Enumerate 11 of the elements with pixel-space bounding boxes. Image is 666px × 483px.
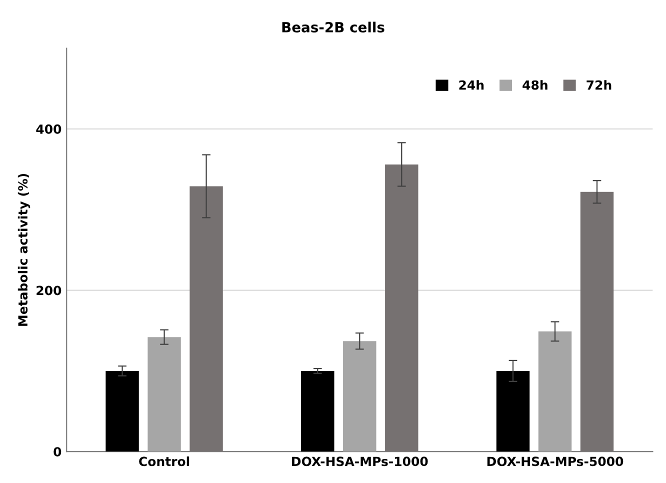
x-tick-label: Control [139, 456, 190, 466]
y-axis-title: Metabolic activity (%) [18, 174, 30, 326]
legend-label: 72h [586, 80, 612, 90]
y-tick-label: 200 [36, 286, 62, 296]
chart-title: Beas-2B cells [282, 22, 384, 32]
x-tick-label: DOX-HSA-MPs-5000 [487, 456, 624, 466]
x-tick-label: DOX-HSA-MPs-1000 [292, 456, 428, 466]
legend-label: 48h [522, 80, 548, 90]
legend-label: 24h [459, 80, 484, 90]
y-tick-label: 400 [36, 124, 62, 134]
y-tick-label: 0 [54, 447, 62, 457]
